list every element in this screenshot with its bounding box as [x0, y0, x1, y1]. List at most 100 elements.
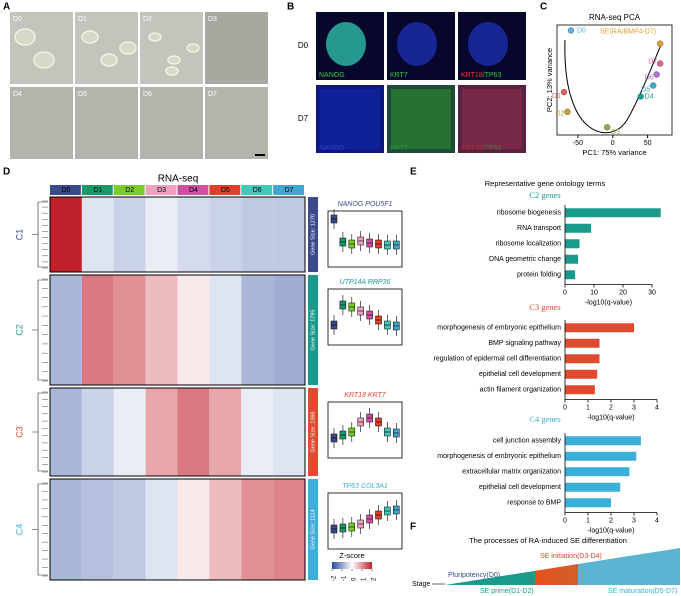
- day-header: [273, 185, 304, 195]
- colony: [100, 53, 118, 67]
- day-header: [113, 185, 145, 195]
- bar: [565, 498, 611, 508]
- colorbar-tick-label: -1: [342, 575, 348, 581]
- data-point: [564, 108, 571, 116]
- dendrogram: [32, 392, 48, 472]
- gene-names: NANOG POU5F1: [338, 201, 393, 208]
- texture: [391, 89, 451, 149]
- gene-size-label: Gene Size: 1114: [310, 509, 316, 549]
- colony: [165, 66, 179, 76]
- stain-label: KRT18/TP63: [461, 72, 501, 79]
- point-label: D3: [611, 129, 620, 136]
- cluster-frame: [49, 196, 306, 273]
- gene-names: UTP14A RRP36: [340, 279, 391, 286]
- x-axis-label: -log10(q-value): [585, 299, 632, 306]
- colorbar-tick-label: -2: [332, 575, 338, 581]
- x-tick-label: 0: [563, 517, 567, 524]
- data-point: [656, 40, 664, 47]
- go-heading: C4 genes: [529, 414, 560, 424]
- point-label: D6: [645, 74, 654, 81]
- stage-label: SE initiation(D3-D4): [540, 553, 602, 560]
- boxplot-frame: [327, 401, 403, 459]
- panel-label: F: [410, 522, 416, 533]
- day-header-label: D2: [125, 187, 134, 194]
- gene-size-bar: [308, 388, 318, 476]
- heatmap-cell: [50, 197, 82, 272]
- colorbar-tick-label: 0: [352, 577, 358, 581]
- point-label: D0: [577, 27, 586, 34]
- microscopy-image: [205, 12, 268, 84]
- stain-label: NANOG: [319, 72, 345, 79]
- data-point: [637, 93, 644, 100]
- point-label: D5: [641, 86, 650, 93]
- point-label: SE(RA/BMP4-D7): [600, 29, 656, 36]
- stain-label: KRT7: [390, 145, 408, 152]
- bar: [565, 467, 630, 477]
- boxplot-frame: [327, 210, 403, 268]
- bar: [565, 270, 576, 280]
- heatmap-cell: [81, 275, 114, 385]
- go-term: ribosome biogenesis: [497, 210, 562, 217]
- heatmap-cell: [177, 388, 210, 476]
- bar: [565, 338, 600, 348]
- go-term: epithelial cell development: [479, 484, 561, 491]
- bar: [565, 482, 621, 492]
- heatmap-cell: [81, 479, 114, 580]
- gene-size-bar: [308, 479, 318, 580]
- row-label: D7: [298, 114, 309, 123]
- go-term: cell junction assembly: [493, 438, 562, 445]
- stage-label: SE maturation(D5-D7): [608, 588, 677, 595]
- microscopy-image: [205, 87, 268, 159]
- gene-names: KRT18 KRT7: [344, 392, 386, 399]
- x-tick-label: 3: [632, 404, 636, 411]
- heatmap-cell: [241, 479, 274, 580]
- bar: [565, 354, 600, 364]
- go-term: morphogenesis of embryonic epithelium: [437, 453, 561, 460]
- stage-teal: [445, 570, 535, 585]
- data-point: [656, 60, 664, 67]
- go-heading: C2 genes: [529, 190, 560, 200]
- heatmap-cell: [209, 479, 242, 580]
- day-header: [145, 185, 177, 195]
- panel-label: B: [287, 2, 294, 13]
- go-heading: C3 genes: [529, 302, 560, 312]
- image-label: D7: [208, 91, 217, 98]
- colony: [14, 28, 36, 46]
- bar: [565, 369, 598, 379]
- point-label: D4: [645, 93, 654, 100]
- x-tick-label: 4: [655, 517, 659, 524]
- cluster-label: C2: [14, 324, 24, 336]
- go-term: RNA transport: [517, 225, 561, 232]
- legend-title: Z-score: [339, 551, 364, 560]
- microscopy-image: [10, 87, 73, 159]
- plot-frame: [556, 24, 673, 136]
- heatmap-title: RNA-seq: [158, 174, 199, 185]
- bar: [565, 451, 637, 461]
- day-header-label: D3: [157, 187, 166, 194]
- heatmap-cell: [209, 275, 242, 385]
- cluster-label: C3: [14, 426, 24, 438]
- colony-stain: [468, 22, 508, 66]
- day-header-label: D5: [221, 187, 230, 194]
- stain-label: NANOG: [319, 145, 345, 152]
- stain-label-part: /TP63: [483, 72, 502, 79]
- stain-label-part: /TP63: [483, 145, 502, 152]
- x-tick-label: 20: [619, 289, 627, 296]
- colorbar: [332, 562, 372, 569]
- heatmap-cell: [50, 275, 82, 385]
- bar: [565, 208, 661, 218]
- microscopy-image: [140, 87, 203, 159]
- heatmap-cell: [113, 388, 146, 476]
- panel-label: D: [3, 167, 10, 178]
- heatmap-cell: [145, 479, 178, 580]
- image-label: D6: [143, 91, 152, 98]
- data-point: [649, 82, 657, 89]
- dendrogram: [32, 201, 48, 268]
- x-tick-label: 10: [590, 289, 598, 296]
- schematic-title: The processes of RA-induced SE different…: [469, 536, 627, 545]
- x-tick-label: 1: [586, 517, 590, 524]
- colorbar-tick-label: 2: [372, 577, 378, 581]
- colony: [33, 51, 55, 69]
- bar: [565, 254, 579, 264]
